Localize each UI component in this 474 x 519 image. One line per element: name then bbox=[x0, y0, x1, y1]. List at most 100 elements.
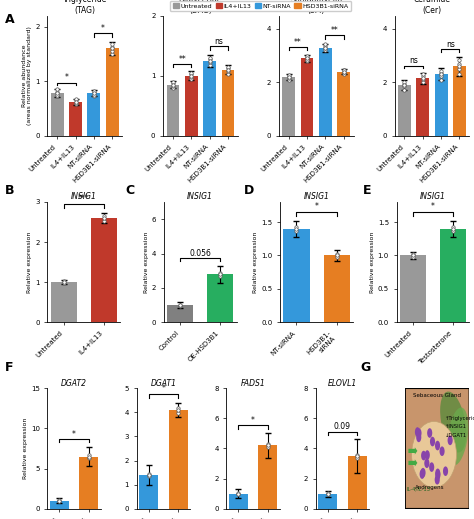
Circle shape bbox=[435, 469, 440, 478]
Circle shape bbox=[427, 428, 432, 438]
Point bbox=[401, 82, 408, 90]
Bar bbox=[337, 72, 350, 136]
Text: **: ** bbox=[178, 54, 186, 64]
Text: *: * bbox=[315, 202, 319, 211]
Text: E: E bbox=[363, 184, 371, 197]
Point bbox=[176, 301, 184, 309]
Point bbox=[333, 251, 340, 260]
Bar bbox=[221, 70, 235, 136]
Circle shape bbox=[424, 458, 429, 468]
Point bbox=[449, 225, 457, 233]
Point bbox=[401, 81, 408, 89]
Circle shape bbox=[439, 446, 445, 456]
Point bbox=[340, 66, 347, 75]
Text: *: * bbox=[251, 416, 255, 425]
Point bbox=[340, 70, 347, 78]
Point bbox=[285, 72, 292, 80]
Ellipse shape bbox=[411, 421, 456, 487]
Bar bbox=[318, 494, 337, 509]
Bar bbox=[203, 61, 216, 136]
Point bbox=[217, 270, 224, 278]
Point bbox=[90, 89, 98, 98]
Circle shape bbox=[443, 467, 448, 476]
Point bbox=[169, 77, 177, 86]
Point bbox=[456, 70, 463, 78]
Point bbox=[169, 82, 177, 90]
Circle shape bbox=[435, 475, 440, 485]
Text: ns: ns bbox=[214, 37, 223, 46]
Title: INSIG1: INSIG1 bbox=[187, 192, 213, 201]
Point bbox=[449, 227, 457, 236]
Bar bbox=[440, 229, 466, 322]
Y-axis label: Relative abundance
(areas normalized by standard): Relative abundance (areas normalized by … bbox=[22, 26, 33, 125]
Point bbox=[55, 496, 63, 504]
Point bbox=[206, 58, 213, 66]
Point bbox=[303, 54, 311, 62]
Point bbox=[340, 67, 347, 76]
Point bbox=[206, 54, 213, 63]
Point bbox=[109, 44, 116, 52]
Point bbox=[54, 91, 61, 99]
Text: Androgens: Androgens bbox=[415, 485, 444, 489]
Text: ns: ns bbox=[446, 39, 455, 48]
Point bbox=[321, 42, 329, 50]
Point bbox=[100, 212, 108, 220]
Point bbox=[169, 84, 177, 92]
Point bbox=[206, 61, 213, 69]
Point bbox=[456, 62, 463, 71]
Text: *: * bbox=[64, 73, 68, 83]
Circle shape bbox=[425, 450, 430, 460]
Text: F: F bbox=[5, 361, 13, 374]
Point bbox=[438, 69, 445, 77]
Point bbox=[292, 223, 300, 231]
Bar bbox=[185, 76, 198, 136]
Bar bbox=[69, 102, 82, 136]
Bar bbox=[453, 66, 466, 136]
Point bbox=[176, 301, 184, 309]
Point bbox=[72, 96, 79, 104]
Bar bbox=[258, 445, 277, 509]
Ellipse shape bbox=[447, 407, 468, 466]
Bar bbox=[347, 456, 367, 509]
Title: Triglyceride
(TAG): Triglyceride (TAG) bbox=[63, 0, 107, 15]
Point bbox=[321, 44, 329, 52]
Point bbox=[206, 57, 213, 65]
Bar bbox=[283, 229, 310, 322]
Title: INSIG1: INSIG1 bbox=[71, 192, 97, 201]
Point bbox=[55, 497, 63, 505]
Point bbox=[324, 489, 331, 498]
Title: Ceramide
(Cer): Ceramide (Cer) bbox=[413, 0, 450, 15]
Point bbox=[303, 52, 311, 60]
Point bbox=[72, 95, 79, 103]
Point bbox=[60, 278, 67, 286]
Circle shape bbox=[416, 432, 421, 442]
Legend: Untreated, IL4+IL13, NT-siRNA, HSD3B1-siRNA: Untreated, IL4+IL13, NT-siRNA, HSD3B1-si… bbox=[170, 1, 351, 11]
Point bbox=[321, 44, 329, 52]
Circle shape bbox=[447, 435, 453, 445]
Text: *: * bbox=[72, 430, 76, 439]
Point bbox=[340, 68, 347, 76]
Bar bbox=[139, 475, 158, 509]
Point bbox=[321, 40, 329, 49]
Bar bbox=[88, 93, 100, 136]
Bar bbox=[169, 410, 188, 509]
Bar bbox=[106, 48, 118, 136]
Point bbox=[438, 72, 445, 80]
Point bbox=[54, 89, 61, 98]
Point bbox=[145, 472, 153, 480]
Y-axis label: Relative expression: Relative expression bbox=[27, 231, 33, 293]
Point bbox=[419, 74, 427, 83]
Title: INSIG1: INSIG1 bbox=[303, 192, 329, 201]
Point bbox=[217, 271, 224, 280]
Point bbox=[109, 50, 116, 58]
Circle shape bbox=[419, 469, 425, 479]
Text: A: A bbox=[5, 13, 14, 26]
Point bbox=[419, 78, 427, 87]
Title: Diglyceride
(DAG): Diglyceride (DAG) bbox=[179, 0, 222, 15]
Point bbox=[100, 214, 108, 222]
Title: DGAT1: DGAT1 bbox=[151, 378, 176, 388]
Bar bbox=[400, 255, 426, 322]
Point bbox=[456, 60, 463, 68]
Bar bbox=[324, 255, 350, 322]
Point bbox=[409, 250, 417, 258]
